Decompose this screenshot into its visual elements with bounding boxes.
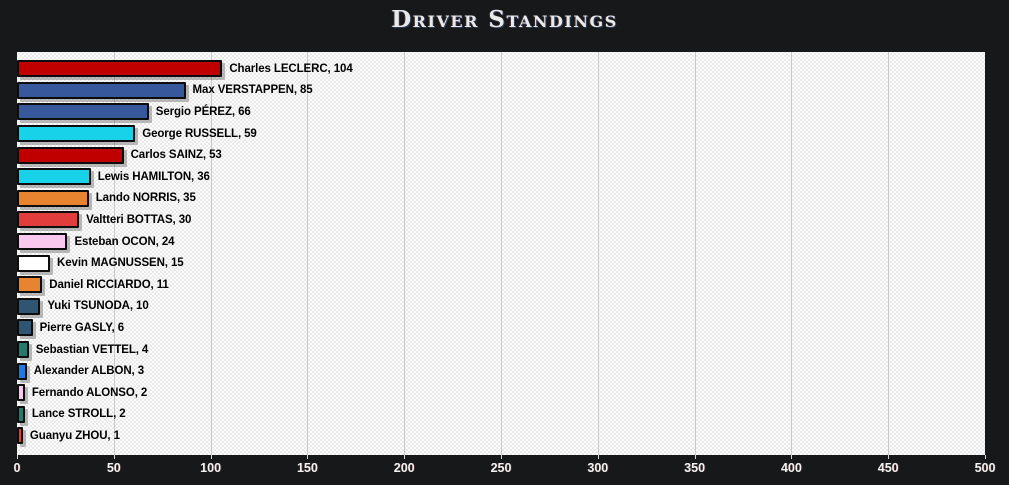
bar	[17, 319, 33, 337]
bar	[17, 189, 89, 207]
bar-label: Max VERSTAPPEN, 85	[192, 84, 313, 97]
x-tick	[694, 455, 696, 459]
bar-label: Fernando ALONSO, 2	[31, 386, 148, 399]
bar-label: Charles LECLERC, 104	[229, 62, 353, 75]
bar	[17, 276, 43, 294]
bar-row: Pierre GASLY, 6	[17, 317, 985, 339]
bar-row: Charles LECLERC, 104	[17, 58, 985, 80]
x-tick-label: 350	[684, 461, 706, 475]
chart-title: Driver Standings	[391, 6, 618, 33]
bar-row: Kevin MAGNUSSEN, 15	[17, 252, 985, 274]
x-tick-label: 500	[974, 461, 996, 475]
bar	[17, 146, 124, 164]
bar-row: Lewis HAMILTON, 36	[17, 166, 985, 188]
bar-row: Sebastian VETTEL, 4	[17, 339, 985, 361]
gridline	[694, 52, 696, 455]
bar-label: Lando NORRIS, 35	[95, 192, 196, 205]
gridline	[307, 52, 309, 455]
gridline	[888, 52, 890, 455]
bar-label: George RUSSELL, 59	[142, 127, 257, 140]
x-tick-label: 0	[13, 461, 21, 475]
bar-row: George RUSSELL, 59	[17, 123, 985, 145]
bar-label: Yuki TSUNODA, 10	[47, 300, 149, 313]
bar	[17, 405, 25, 423]
bar	[17, 81, 186, 99]
plot-area: Charles LECLERC, 104 Max VERSTAPPEN, 85 Se…	[17, 52, 985, 455]
bar	[17, 211, 80, 229]
bar	[17, 103, 149, 121]
bar-label: Pierre GASLY, 6	[39, 321, 124, 334]
bar	[17, 125, 136, 143]
x-tick	[791, 455, 793, 459]
x-tick-label: 450	[877, 461, 899, 475]
x-tick	[17, 455, 18, 459]
bar	[17, 233, 68, 251]
x-tick	[985, 455, 986, 459]
bar-label: Sergio PÉREZ, 66	[155, 105, 251, 118]
bar-row: Yuki TSUNODA, 10	[17, 296, 985, 318]
bar	[17, 254, 51, 272]
x-tick-label: 200	[393, 461, 415, 475]
bar-label: Kevin MAGNUSSEN, 15	[57, 257, 184, 270]
bar-label: Esteban OCON, 24	[74, 235, 175, 248]
x-axis: 0 50 100 150 200 250 300 350 400 450 500	[13, 455, 995, 483]
gridline	[597, 52, 599, 455]
bar	[17, 341, 29, 359]
x-tick	[307, 455, 309, 459]
x-tick-label: 150	[296, 461, 318, 475]
x-tick-label: 50	[106, 461, 121, 475]
bar-label: Carlos SAINZ, 53	[130, 149, 222, 162]
bar-row: Lando NORRIS, 35	[17, 188, 985, 210]
bar-row: Valtteri BOTTAS, 30	[17, 209, 985, 231]
bars: Charles LECLERC, 104 Max VERSTAPPEN, 85 Se…	[17, 52, 985, 455]
bar	[17, 427, 23, 445]
bar-label: Sebastian VETTEL, 4	[35, 343, 149, 356]
bar-row: Max VERSTAPPEN, 85	[17, 80, 985, 102]
x-tick-label: 100	[200, 461, 222, 475]
bar	[17, 168, 91, 186]
gridline	[501, 52, 502, 455]
bar-row: Alexander ALBON, 3	[17, 360, 985, 382]
bar-row: Daniel RICCIARDO, 11	[17, 274, 985, 296]
bar-label: Guanyu ZHOU, 1	[29, 429, 120, 442]
bar-label: Daniel RICCIARDO, 11	[49, 278, 169, 291]
gridline	[404, 52, 406, 455]
gridline	[791, 52, 793, 455]
x-tick-label: 250	[490, 461, 512, 475]
x-tick	[888, 455, 890, 459]
bar-row: Sergio PÉREZ, 66	[17, 101, 985, 123]
x-tick	[501, 455, 502, 459]
bar-label: Lance STROLL, 2	[31, 408, 126, 421]
bar-label: Valtteri BOTTAS, 30	[86, 213, 192, 226]
bar-row: Fernando ALONSO, 2	[17, 382, 985, 404]
bar	[17, 297, 41, 315]
x-tick	[597, 455, 599, 459]
bar	[17, 60, 223, 78]
x-tick	[113, 455, 115, 459]
gridline	[210, 52, 212, 455]
bar	[17, 384, 25, 402]
gridline	[113, 52, 115, 455]
x-tick-label: 400	[780, 461, 802, 475]
bar	[17, 362, 27, 380]
bar-row: Carlos SAINZ, 53	[17, 144, 985, 166]
bar-row: Lance STROLL, 2	[17, 404, 985, 426]
x-tick	[404, 455, 406, 459]
x-tick-label: 300	[587, 461, 609, 475]
bar-label: Lewis HAMILTON, 36	[97, 170, 210, 183]
bar-row: Esteban OCON, 24	[17, 231, 985, 253]
bar-row: Guanyu ZHOU, 1	[17, 425, 985, 447]
bar-label: Alexander ALBON, 3	[33, 365, 145, 378]
x-tick	[210, 455, 212, 459]
